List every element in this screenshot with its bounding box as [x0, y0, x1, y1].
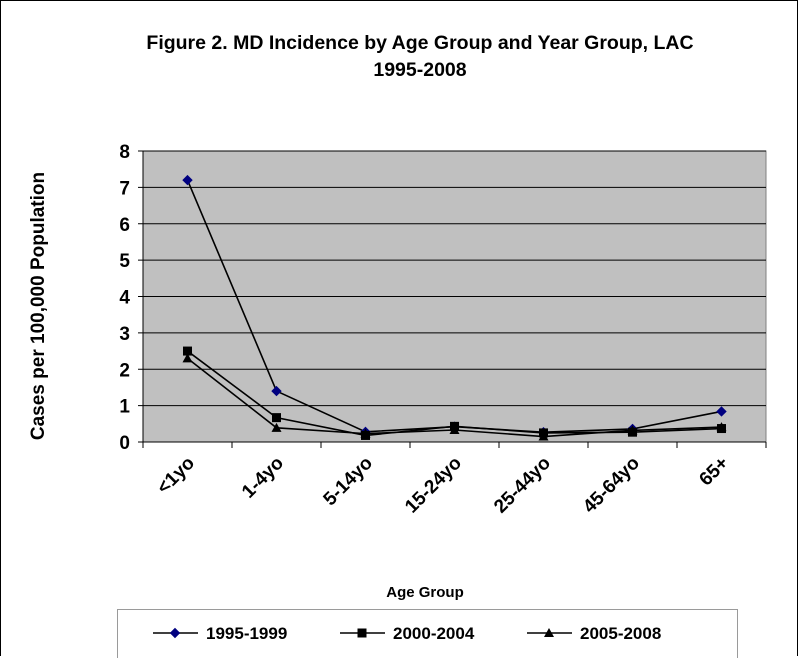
- x-tick-label: <1yo: [153, 453, 199, 499]
- data-point: [271, 385, 282, 397]
- x-axis-label: Age Group: [386, 584, 464, 601]
- data-point: [360, 428, 371, 438]
- x-tick-label: 65+: [695, 453, 733, 491]
- chart-title-line-1: Figure 2. MD Incidence by Age Group and …: [146, 32, 694, 54]
- y-tick-label: 5: [119, 251, 130, 272]
- legend: [117, 609, 738, 658]
- y-tick-label: 2: [119, 360, 130, 381]
- x-tick-label: 1-4yo: [238, 453, 288, 503]
- series-2005-2008: [182, 353, 727, 441]
- data-point: [182, 174, 193, 186]
- y-tick-label: 3: [119, 324, 130, 345]
- data-point: [183, 346, 192, 356]
- y-axis-label: Cases per 100,000 Population: [28, 172, 49, 440]
- data-point: [182, 353, 193, 363]
- x-tick-label: 15-24yo: [401, 453, 466, 518]
- y-tick-label: 1: [119, 397, 130, 418]
- data-point: [538, 431, 549, 441]
- x-tick-label: 5-14yo: [320, 453, 377, 510]
- y-tick-labels: 0 1 2 3 4 5 6 7 8: [119, 142, 130, 454]
- y-tick-label: 0: [119, 433, 130, 454]
- data-point: [716, 422, 727, 432]
- data-point: [271, 422, 282, 432]
- chart-title: Figure 2. MD Incidence by Age Group and …: [95, 30, 745, 84]
- data-point: [449, 424, 460, 434]
- data-point: [272, 413, 281, 423]
- x-tick-label: 25-44yo: [490, 453, 555, 518]
- gridlines: [143, 150, 766, 407]
- y-tick-label: 6: [119, 215, 130, 236]
- series-group: [182, 174, 727, 441]
- x-tick-label: 45-64yo: [579, 453, 644, 518]
- data-point: [627, 425, 638, 435]
- y-tick-label: 8: [119, 142, 130, 163]
- chart-title-line-2: 1995-2008: [373, 59, 467, 81]
- data-point: [716, 406, 727, 417]
- x-tick-labels: <1yo 1-4yo 5-14yo 15-24yo 25-44yo 45-64yo 65+: [153, 453, 733, 518]
- axes: [138, 150, 767, 448]
- y-tick-label: 7: [119, 178, 130, 199]
- y-tick-label: 4: [119, 288, 130, 309]
